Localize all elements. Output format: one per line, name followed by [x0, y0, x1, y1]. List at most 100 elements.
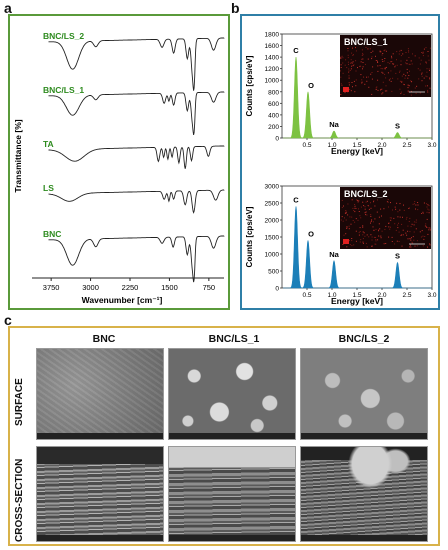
edx-map-dot	[417, 209, 419, 211]
edx-map-dot	[409, 246, 411, 248]
edx-map-dot	[371, 236, 373, 238]
edx-map-dot	[360, 217, 362, 219]
edx-map-dot	[409, 231, 411, 233]
edx-map-dot	[366, 80, 368, 82]
sem-image-bnc-ls-2-surface	[300, 348, 428, 440]
edx-map-dot	[350, 59, 352, 61]
edx-map-dot	[384, 73, 386, 75]
edx-map-dot	[355, 208, 357, 209]
edx-map-dot	[411, 81, 412, 83]
edx-map-dot	[354, 204, 356, 205]
edx-map-dot	[362, 226, 364, 228]
ftir-x-tick-label: 3000	[82, 283, 99, 292]
edx-map-dot	[428, 205, 430, 207]
edx-map-dot	[346, 227, 348, 229]
edx-map-dot	[425, 47, 427, 49]
edx-map-dot	[397, 227, 399, 229]
edx-map-dot	[351, 65, 353, 67]
ftir-curve-2	[48, 145, 225, 169]
edx-map-dot	[349, 244, 351, 246]
edx-map-dot	[371, 78, 373, 80]
edx-map-dot	[426, 62, 427, 64]
edx-map-dot	[412, 203, 414, 205]
edx-map-dot	[400, 60, 402, 62]
edx-map-dot	[424, 225, 426, 227]
sem-image-bnc-ls-1-surface	[168, 348, 296, 440]
edx-x-tick-label: 2.0	[377, 292, 386, 299]
edx-map-dot	[374, 243, 376, 245]
edx-map-dot	[428, 229, 430, 231]
edx-y-tick-label: 1500	[265, 235, 280, 242]
edx-map-dot	[366, 234, 368, 236]
edx-map-dot	[410, 90, 412, 92]
edx-map-dot	[348, 75, 350, 77]
edx-x-tick-label: 1.5	[352, 292, 361, 299]
edx-map-dot	[414, 55, 416, 57]
ftir-series-label: TA	[43, 139, 54, 149]
edx-map-dot	[427, 89, 429, 91]
edx-map-dot	[409, 217, 411, 219]
edx-map-dot	[387, 201, 389, 203]
edx-map-dot	[429, 77, 431, 79]
edx-map-dot	[406, 234, 408, 236]
edx-map-dot	[426, 203, 428, 205]
edx-map-dot	[391, 55, 392, 57]
edx-map-dot	[411, 237, 412, 239]
edx-map-dot	[399, 50, 401, 52]
edx-map-dot	[360, 61, 362, 63]
edx-map-dot	[347, 203, 349, 205]
edx-map-dot	[423, 202, 425, 204]
edx-map-dot	[417, 204, 419, 206]
edx-map-dot	[406, 63, 408, 65]
edx-map-dot	[394, 223, 396, 225]
edx-map-dot	[408, 208, 410, 209]
edx-map-dot	[377, 239, 379, 241]
edx-map-dot	[426, 71, 428, 73]
edx-map-dot	[371, 58, 373, 60]
edx-map-dot	[343, 234, 345, 236]
edx-map-dot	[347, 50, 349, 52]
edx-map-dot	[426, 225, 427, 227]
edx-map-dot	[358, 234, 360, 236]
edx-map-dot	[395, 229, 397, 231]
edx-map-dot	[345, 210, 347, 211]
edx-map-dot	[385, 66, 387, 68]
sem-row-cross-section: CROSS-SECTION	[14, 458, 25, 542]
edx-map-dot	[410, 226, 412, 228]
edx-map-dot	[398, 53, 400, 55]
edx-map-dot	[405, 232, 407, 234]
edx-map-dot	[427, 233, 429, 235]
edx-map-dot	[375, 55, 376, 57]
edx-map-dot	[378, 230, 379, 232]
edx-map-dot	[345, 59, 347, 61]
edx-map-dot	[341, 206, 343, 208]
panel-a-frame: BNC/LS_2 BNC/LS_1 TA LS BNC 3750 3000 2250 1500…	[8, 14, 230, 310]
edx-map-dot	[389, 217, 391, 219]
edx-map-dot	[401, 245, 403, 247]
edx-map-dot	[386, 201, 388, 203]
edx-y-tick-label: 800	[268, 89, 279, 96]
edx-y-tick-label: 400	[268, 112, 279, 119]
edx-map-dot	[363, 232, 365, 234]
edx-map-dot	[399, 71, 400, 73]
edx-map-dot	[396, 202, 398, 204]
edx-x-tick-label: 1.0	[327, 292, 336, 299]
edx-map-dot	[406, 68, 408, 70]
edx-y-tick-label: 1200	[265, 66, 280, 73]
edx-map-dot	[429, 78, 431, 80]
edx-map-dot	[362, 66, 364, 68]
edx-map-dot	[378, 229, 380, 231]
edx-map-dot	[388, 236, 390, 238]
edx-map-dot	[344, 92, 346, 94]
edx-map-dot	[399, 216, 401, 218]
edx-map-dot	[415, 221, 417, 223]
edx-map-dot	[392, 63, 394, 65]
edx-map-dot	[348, 225, 350, 227]
edx-map-dot	[411, 241, 413, 243]
panel-c-letter: c	[4, 312, 12, 328]
edx-map-dot	[362, 242, 364, 244]
edx-map-dot	[398, 241, 400, 242]
edx-map-dot	[347, 48, 349, 49]
edx-map-dot	[422, 245, 424, 247]
edx-map-dot	[357, 199, 359, 201]
